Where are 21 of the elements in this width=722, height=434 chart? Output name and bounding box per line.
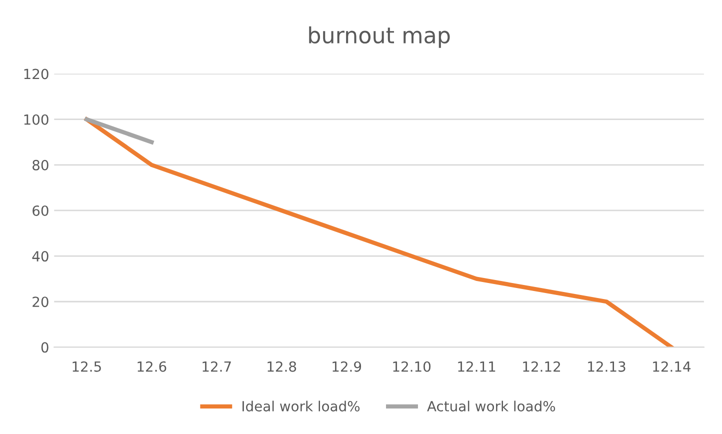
- y-tick-label: 120: [24, 68, 48, 80]
- x-tick-label: 12.7: [202, 361, 231, 372]
- x-tick-label: 12.14: [653, 361, 691, 372]
- y-tick-label: 80: [32, 160, 48, 170]
- legend-label: Actual work load%: [427, 400, 556, 412]
- x-tick-label: 12.8: [268, 361, 296, 372]
- x-tick-label: 12.12: [523, 361, 560, 372]
- line-series: [84, 117, 674, 348]
- x-tick-label: 12.10: [393, 361, 430, 372]
- x-tick-label: 12.6: [138, 361, 166, 372]
- y-tick-label: 100: [24, 114, 48, 125]
- legend-label: Ideal work load%: [242, 400, 360, 412]
- y-tick-label: 40: [32, 251, 48, 262]
- x-tick-label: 12.9: [332, 361, 362, 372]
- y-tick-label: 60: [32, 205, 48, 216]
- chart-title: burnout map: [309, 26, 450, 48]
- y-tick-label: 20: [32, 296, 48, 308]
- x-tick-label: 12.11: [458, 361, 496, 372]
- y-tick-label: 0: [41, 342, 48, 353]
- x-tick-label: 12.13: [588, 361, 626, 372]
- x-tick-label: 12.5: [72, 361, 101, 372]
